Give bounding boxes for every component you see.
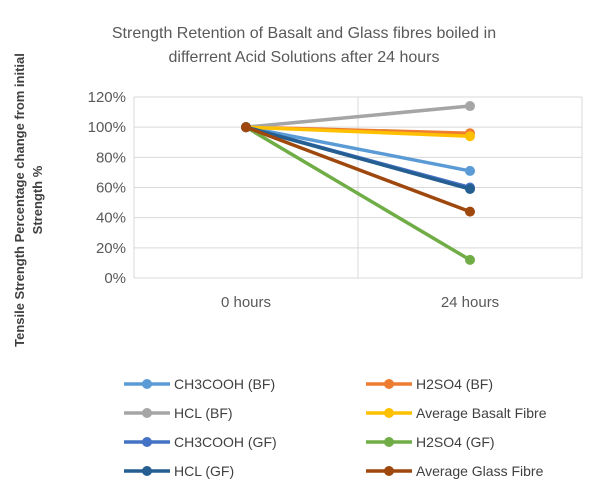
legend-swatch-marker bbox=[384, 408, 394, 418]
y-tick-label: 40% bbox=[96, 210, 126, 227]
data-point bbox=[241, 122, 251, 133]
legend-label: Average Glass Fibre bbox=[416, 463, 544, 479]
series-line bbox=[244, 125, 472, 214]
legend-item: Average Basalt Fibre bbox=[366, 405, 547, 421]
legend-item: CH3COOH (GF) bbox=[124, 434, 277, 450]
y-axis-title-line-2: Strength % bbox=[30, 165, 45, 234]
legend-item: H2SO4 (GF) bbox=[366, 434, 495, 450]
legend-item: Average Glass Fibre bbox=[366, 463, 544, 479]
legend-label: HCL (GF) bbox=[174, 463, 234, 479]
legend-swatch-marker bbox=[384, 466, 394, 476]
chart-title: Strength Retention of Basalt and Glass f… bbox=[112, 25, 496, 66]
data-point bbox=[465, 101, 475, 112]
legend-swatch-marker bbox=[142, 466, 152, 476]
legend-swatch-marker bbox=[142, 437, 152, 447]
data-point bbox=[465, 184, 475, 195]
x-axis-ticks: 0 hours 24 hours bbox=[221, 294, 499, 311]
y-axis-title: Tensile Strength Percentage change from … bbox=[12, 53, 45, 347]
legend-label: H2SO4 (GF) bbox=[416, 434, 495, 450]
data-point bbox=[465, 254, 475, 265]
series-line bbox=[244, 125, 472, 191]
x-tick-label: 0 hours bbox=[221, 294, 271, 311]
series-line bbox=[244, 125, 472, 138]
chart-title-line-1: Strength Retention of Basalt and Glass f… bbox=[112, 25, 496, 42]
x-tick-label: 24 hours bbox=[441, 294, 499, 311]
y-axis-ticks: 0% 20% 40% 60% 80% 100% 120% bbox=[88, 89, 126, 287]
legend-item: HCL (GF) bbox=[124, 463, 234, 479]
legend-swatch-marker bbox=[384, 379, 394, 389]
legend-item: HCL (BF) bbox=[124, 405, 233, 421]
legend-item: H2SO4 (BF) bbox=[366, 376, 493, 392]
y-tick-label: 60% bbox=[96, 180, 126, 197]
series-line bbox=[244, 104, 472, 129]
legend-label: Average Basalt Fibre bbox=[416, 405, 547, 421]
gridlines bbox=[133, 96, 583, 279]
y-axis-title-line-1: Tensile Strength Percentage change from … bbox=[12, 53, 27, 347]
legend-swatch-marker bbox=[142, 379, 152, 389]
data-point bbox=[465, 206, 475, 217]
legend-item: CH3COOH (BF) bbox=[124, 376, 275, 392]
series-line bbox=[244, 125, 472, 173]
data-point bbox=[465, 165, 475, 176]
chart-title-line-2: differrent Acid Solutions after 24 hours bbox=[169, 49, 440, 66]
legend-swatch-marker bbox=[142, 408, 152, 418]
legend-label: H2SO4 (BF) bbox=[416, 376, 493, 392]
y-tick-label: 0% bbox=[104, 270, 126, 287]
y-tick-label: 20% bbox=[96, 240, 126, 257]
series-8 bbox=[241, 122, 475, 217]
legend-label: CH3COOH (BF) bbox=[174, 376, 275, 392]
y-tick-label: 100% bbox=[88, 119, 126, 136]
legend-label: HCL (BF) bbox=[174, 405, 233, 421]
legend-swatch-marker bbox=[384, 437, 394, 447]
y-tick-label: 120% bbox=[88, 89, 126, 106]
series-line bbox=[244, 125, 472, 262]
series-layer bbox=[241, 101, 475, 265]
data-point bbox=[465, 131, 475, 142]
y-tick-label: 80% bbox=[96, 149, 126, 166]
legend: CH3COOH (BF) H2SO4 (BF) HCL (BF) Average Ba… bbox=[124, 376, 547, 479]
legend-label: CH3COOH (GF) bbox=[174, 434, 277, 450]
